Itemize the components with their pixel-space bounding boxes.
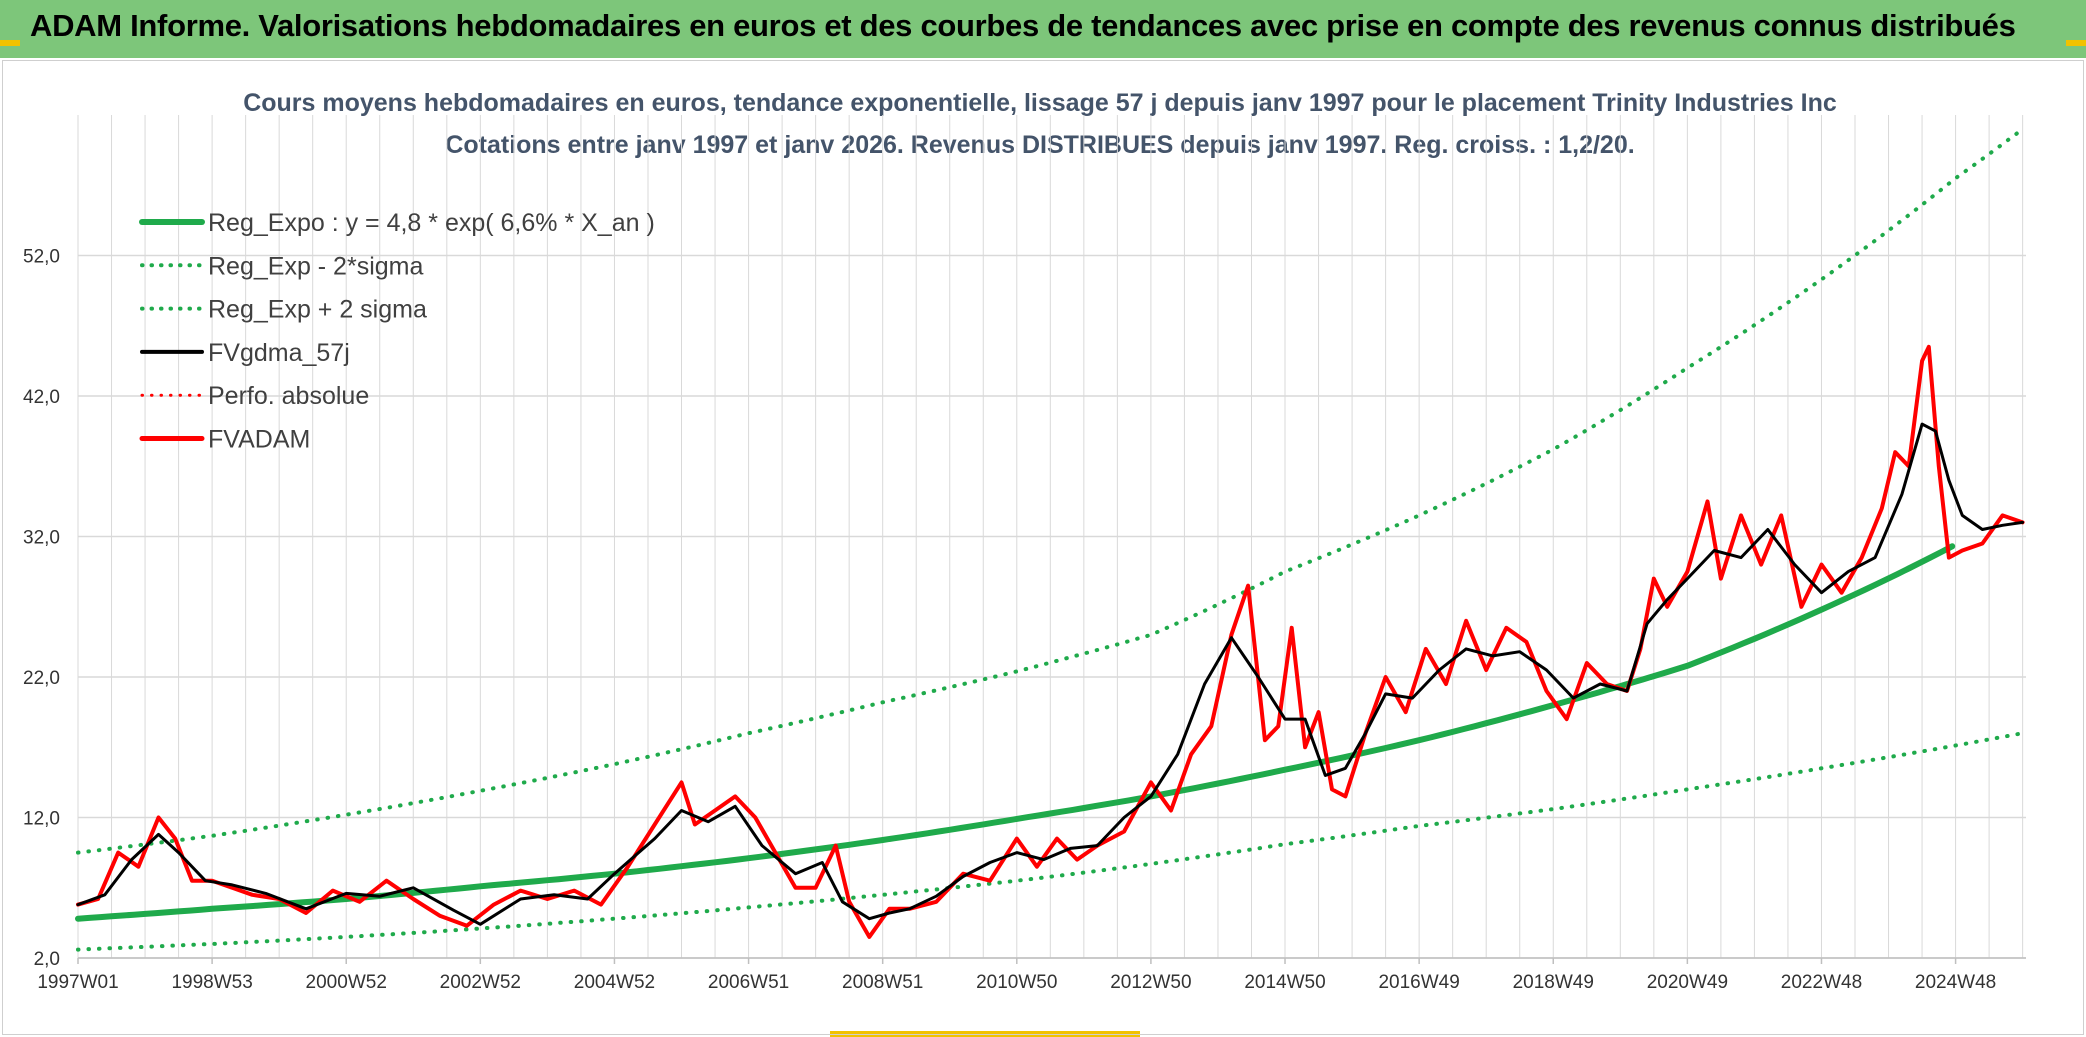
x-tick-label: 2022W48	[1781, 972, 1862, 993]
corner-marker-left	[0, 40, 20, 46]
series-line-reg-exp-2-sigma	[76, 127, 2025, 855]
legend-label-fvadam: FVADAM	[208, 426, 310, 454]
x-tick-label: 2004W52	[574, 972, 655, 993]
chart-frame	[2, 60, 2084, 1035]
chart-title: Cours moyens hebdomadaires en euros, ten…	[243, 89, 1837, 117]
legend-label-reg_minus: Reg_Exp - 2*sigma	[208, 252, 423, 280]
y-tick-label: 12,0	[23, 809, 60, 830]
series-line-reg-exp-2-sigma	[76, 731, 2025, 952]
y-tick-label: 22,0	[23, 668, 60, 689]
x-tick-label: 1997W01	[37, 972, 118, 993]
legend-label-fvgdma: FVgdma_57j	[208, 339, 350, 367]
x-tick-label: 2008W51	[842, 972, 923, 993]
series-group	[75, 127, 2025, 952]
x-tick-label: 2012W50	[1110, 972, 1191, 993]
y-tick-label: 2,0	[34, 949, 60, 970]
chart-subtitle: Cotations entre janv 1997 et janv 2026. …	[445, 131, 1634, 159]
y-tick-label: 32,0	[23, 528, 60, 549]
report-title: ADAM Informe. Valorisations hebdomadaire…	[30, 8, 2016, 43]
report-banner: ADAM Informe. Valorisations hebdomadaire…	[0, 0, 2086, 58]
legend: Reg_Expo : y = 4,8 * exp( 6,6% * X_an ) R…	[139, 209, 655, 454]
x-tick-label: 2006W51	[708, 972, 789, 993]
y-tick-label: 52,0	[23, 247, 60, 268]
legend-label-perfo: Perfo. absolue	[208, 382, 369, 410]
corner-marker-right	[2066, 40, 2086, 46]
x-tick-label: 2010W50	[976, 972, 1057, 993]
axes: 2,0 12,0 22,0 32,0 42,0 52,0 1997W01 1998W53 200…	[23, 247, 2026, 993]
legend-label-reg_plus: Reg_Exp + 2 sigma	[208, 296, 427, 324]
x-tick-label: 2002W52	[440, 972, 521, 993]
x-tick-label: 2016W49	[1378, 972, 1459, 993]
y-tick-label: 42,0	[23, 387, 60, 408]
x-tick-label: 2000W52	[306, 972, 387, 993]
x-tick-label: 2024W48	[1915, 972, 1996, 993]
x-tick-label: 1998W53	[171, 972, 252, 993]
x-tick-label: 2020W49	[1647, 972, 1728, 993]
x-tick-label: 2014W50	[1244, 972, 1325, 993]
series-line-reg-expo	[75, 543, 1956, 922]
legend-label-reg_expo: Reg_Expo : y = 4,8 * exp( 6,6% * X_an )	[208, 209, 655, 237]
series-line-fvadam	[76, 344, 2025, 939]
series-line-fvgdma-57j	[76, 422, 2025, 926]
x-tick-label: 2018W49	[1513, 972, 1594, 993]
